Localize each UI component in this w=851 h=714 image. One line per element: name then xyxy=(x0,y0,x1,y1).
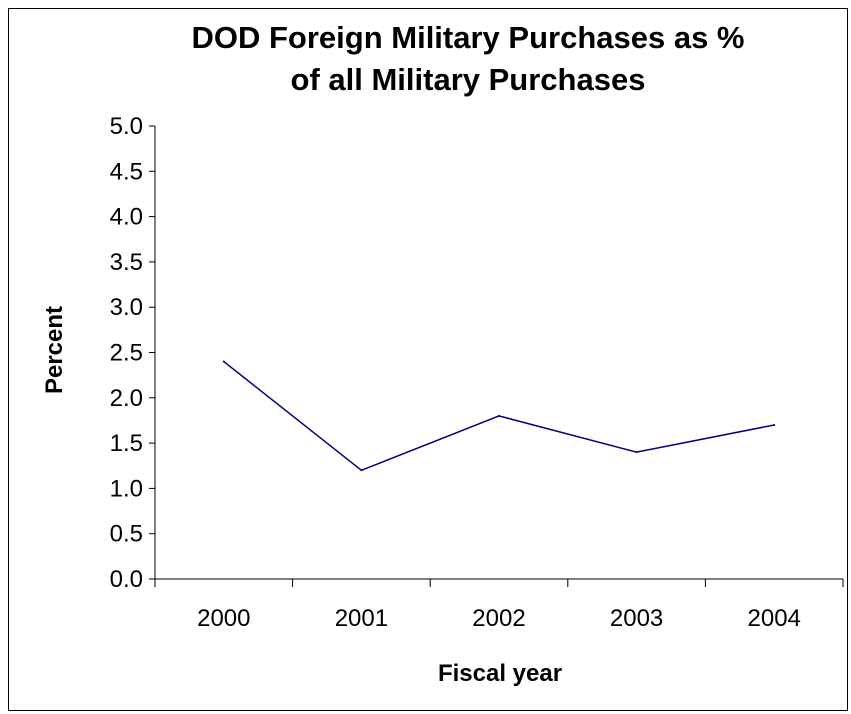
data-point xyxy=(635,451,638,454)
data-point xyxy=(222,360,225,363)
y-axis-title: Percent xyxy=(41,306,68,394)
data-point xyxy=(498,414,500,417)
y-axis-ticks: 0.0 0.5 1.0 1.5 2.0 2.5 3.0 3.5 4.0 4.5 5.0 xyxy=(110,113,155,593)
chart-title-line-1: DOD Foreign Military Purchases as % xyxy=(191,20,744,55)
x-tick-label: 2001 xyxy=(335,605,388,632)
y-tick-label: 0.0 xyxy=(110,566,143,593)
x-tick-label: 2002 xyxy=(472,605,525,632)
y-tick-label: 3.0 xyxy=(110,294,143,321)
x-tick-label: 2004 xyxy=(748,605,801,632)
x-axis-ticks: 2000 2001 2002 2003 2004 xyxy=(154,579,844,632)
y-tick-label: 2.0 xyxy=(110,385,143,412)
x-tick-label: 2003 xyxy=(610,605,663,632)
y-tick-label: 4.0 xyxy=(110,204,143,231)
data-point xyxy=(360,469,363,472)
data-point xyxy=(773,423,776,426)
y-tick-label: 1.0 xyxy=(110,475,143,502)
y-tick-label: 0.5 xyxy=(110,521,143,548)
y-tick-label: 2.5 xyxy=(110,340,143,367)
y-tick-label: 1.5 xyxy=(110,430,143,457)
y-tick-label: 5.0 xyxy=(110,113,143,140)
x-tick-label: 2000 xyxy=(197,605,250,632)
series-layer xyxy=(222,360,776,472)
chart-title-line-2: of all Military Purchases xyxy=(291,62,646,97)
chart-frame xyxy=(8,8,848,711)
x-axis-title: Fiscal year xyxy=(438,660,562,687)
y-tick-label: 3.5 xyxy=(110,249,143,276)
y-tick-label: 4.5 xyxy=(110,158,143,185)
